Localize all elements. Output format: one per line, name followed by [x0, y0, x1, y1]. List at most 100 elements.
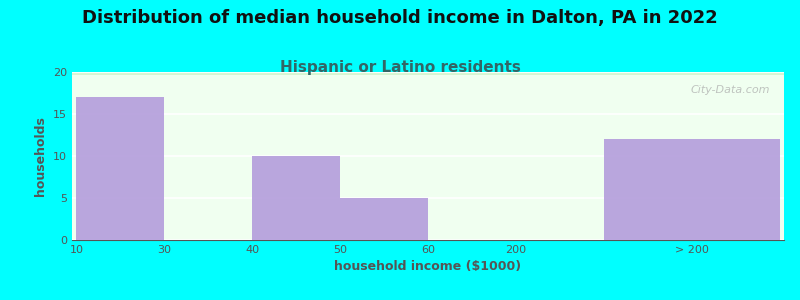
Bar — [72, 74, 784, 75]
Bar — [72, 73, 784, 75]
Bar — [72, 72, 784, 74]
Bar — [72, 73, 784, 75]
Bar — [72, 73, 784, 75]
Bar — [72, 73, 784, 74]
Bar — [72, 73, 784, 75]
Bar — [72, 73, 784, 74]
Bar — [72, 73, 784, 74]
Bar — [72, 72, 784, 74]
Bar — [72, 72, 784, 74]
Bar — [72, 74, 784, 75]
Bar — [340, 198, 428, 240]
Bar — [72, 73, 784, 75]
Bar — [72, 72, 784, 74]
Bar — [72, 73, 784, 75]
Bar — [76, 97, 164, 240]
Bar — [72, 74, 784, 75]
Bar — [72, 72, 784, 74]
Text: Hispanic or Latino residents: Hispanic or Latino residents — [279, 60, 521, 75]
Bar — [72, 72, 784, 74]
Bar — [72, 72, 784, 74]
Bar — [72, 72, 784, 74]
Bar — [72, 73, 784, 75]
Bar — [72, 73, 784, 74]
Bar — [72, 72, 784, 74]
Bar — [72, 73, 784, 75]
Bar — [72, 72, 784, 74]
Bar — [72, 73, 784, 74]
Bar — [72, 73, 784, 75]
Bar — [72, 73, 784, 75]
Bar — [72, 73, 784, 74]
Bar — [72, 73, 784, 75]
Bar — [72, 72, 784, 74]
X-axis label: household income ($1000): household income ($1000) — [334, 260, 522, 273]
Bar — [72, 74, 784, 75]
Bar — [72, 73, 784, 74]
Bar — [72, 72, 784, 74]
Bar — [72, 72, 784, 74]
Bar — [72, 72, 784, 74]
Bar — [72, 74, 784, 75]
Bar — [72, 73, 784, 74]
Bar — [72, 73, 784, 75]
Bar — [72, 74, 784, 75]
Bar — [72, 73, 784, 74]
Bar — [72, 73, 784, 75]
Bar — [604, 139, 780, 240]
Bar — [72, 74, 784, 75]
Bar — [72, 73, 784, 75]
Bar — [72, 74, 784, 75]
Bar — [72, 72, 784, 74]
Bar — [72, 74, 784, 75]
Bar — [72, 73, 784, 75]
Bar — [72, 73, 784, 75]
Bar — [72, 73, 784, 75]
Bar — [72, 73, 784, 74]
Bar — [72, 73, 784, 75]
Bar — [72, 73, 784, 74]
Bar — [72, 73, 784, 75]
Text: Distribution of median household income in Dalton, PA in 2022: Distribution of median household income … — [82, 9, 718, 27]
Bar — [72, 72, 784, 74]
Bar — [72, 73, 784, 75]
Bar — [252, 156, 340, 240]
Bar — [72, 73, 784, 74]
Bar — [72, 73, 784, 75]
Bar — [72, 74, 784, 75]
Bar — [72, 73, 784, 74]
Bar — [72, 74, 784, 75]
Bar — [72, 72, 784, 74]
Bar — [72, 74, 784, 75]
Bar — [72, 73, 784, 74]
Bar — [72, 73, 784, 75]
Bar — [72, 72, 784, 74]
Bar — [72, 73, 784, 74]
Bar — [72, 72, 784, 74]
Bar — [72, 74, 784, 75]
Bar — [72, 74, 784, 75]
Bar — [72, 73, 784, 75]
Bar — [72, 72, 784, 74]
Bar — [72, 73, 784, 75]
Bar — [72, 72, 784, 74]
Bar — [72, 73, 784, 74]
Bar — [72, 73, 784, 75]
Bar — [72, 73, 784, 74]
Bar — [72, 73, 784, 74]
Bar — [72, 73, 784, 74]
Bar — [72, 74, 784, 75]
Bar — [72, 73, 784, 75]
Bar — [72, 72, 784, 74]
Bar — [72, 74, 784, 75]
Bar — [72, 73, 784, 75]
Y-axis label: households: households — [34, 116, 47, 196]
Bar — [72, 73, 784, 74]
Bar — [72, 73, 784, 74]
Text: City-Data.com: City-Data.com — [690, 85, 770, 95]
Bar — [72, 73, 784, 74]
Bar — [72, 72, 784, 74]
Bar — [72, 73, 784, 74]
Bar — [72, 74, 784, 75]
Bar — [72, 72, 784, 74]
